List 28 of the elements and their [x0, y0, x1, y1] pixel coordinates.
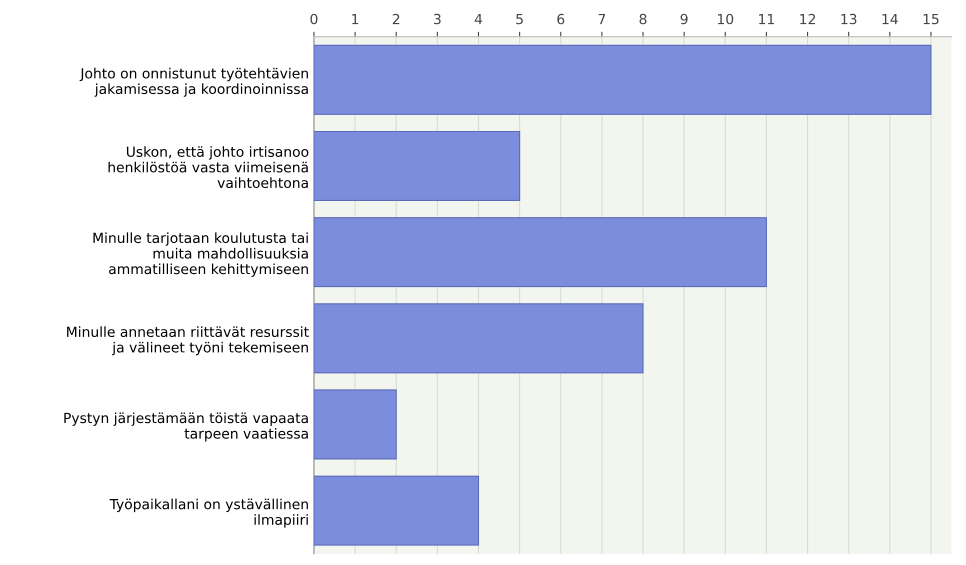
bar — [314, 217, 767, 288]
bar — [314, 476, 480, 546]
y-tick-label: Minulle tarjotaan koulutusta tai muita mahdollisuuksia ammatilliseen kehittymiseen — [93, 232, 308, 277]
y-tick-label: Minulle annetaan riittävät resurssit ja välineet työni tekemiseen — [67, 326, 309, 356]
x-tick-label: 4 — [474, 14, 482, 24]
bar — [314, 303, 644, 374]
x-tick-label: 0 — [310, 14, 318, 24]
bar — [314, 389, 397, 460]
y-tick-label: Työpaikallani on ystävällinen ilmapiiri — [110, 498, 308, 528]
x-tick-label: 8 — [640, 14, 646, 24]
x-tick-label: 15 — [924, 14, 939, 24]
x-tick-label: 2 — [392, 14, 400, 24]
x-tick-label: 7 — [598, 14, 606, 24]
x-tick-label: 14 — [882, 14, 898, 24]
x-tick-label: 5 — [516, 14, 523, 24]
x-tick-label: 6 — [557, 14, 564, 24]
x-tick-label: 3 — [434, 14, 441, 24]
x-tick-label: 9 — [680, 14, 688, 24]
y-tick-label: Uskon, että johto irtisanoo henkilöstöä vasta viimeisenä vaihtoehtona — [108, 146, 308, 188]
x-tick-label: 1 — [352, 14, 358, 24]
x-tick-label: 11 — [759, 14, 774, 24]
bar — [314, 44, 932, 115]
x-tick-label: 13 — [841, 14, 856, 24]
bar — [314, 130, 520, 201]
y-tick-label: Pystyn järjestämään töistä vapaata tarpeen vaatiessa — [64, 412, 308, 442]
y-tick-label: Johto on onnistunut työtehtävien jakamisessa ja koordinoinnissa — [80, 68, 308, 97]
x-tick-label: 10 — [718, 14, 734, 24]
x-tick-label: 12 — [800, 14, 815, 24]
